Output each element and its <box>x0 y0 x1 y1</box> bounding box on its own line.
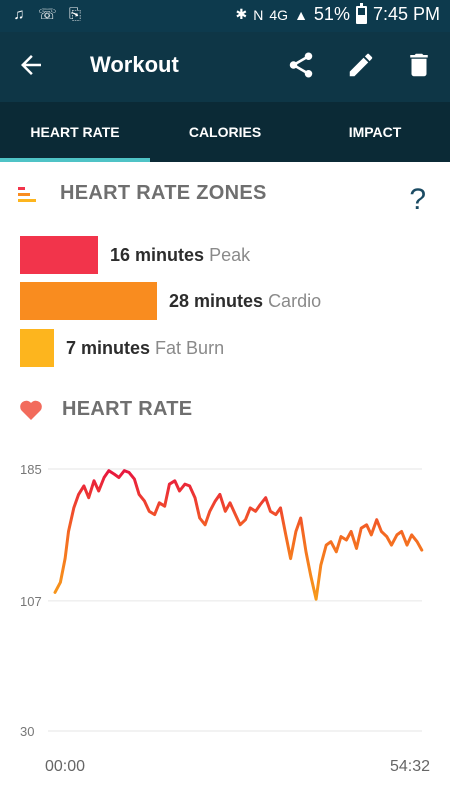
zone-cardio-value: 28 minutes <box>169 290 264 311</box>
help-icon[interactable]: ? <box>409 183 426 216</box>
zone-peak-bar <box>20 236 98 274</box>
heart-rate-header: HEART RATE <box>18 398 192 421</box>
tab-impact[interactable]: IMPACT <box>348 124 402 140</box>
page-title: Workout <box>90 52 179 77</box>
delete-icon[interactable] <box>404 50 434 80</box>
download-icon: ⎘ <box>68 6 81 23</box>
music-icon: ♫ <box>13 6 25 23</box>
heart-rate-series-line <box>53 469 424 601</box>
zone-fat-burn: 7 minutes Fat Burn <box>20 329 224 367</box>
tab-bar: HEART RATE CALORIES IMPACT <box>0 102 450 162</box>
4g-icon: 4G <box>269 6 289 23</box>
y-tick-label: 185 <box>20 462 42 477</box>
bluetooth-icon: ✱ <box>235 6 248 22</box>
battery-icon <box>355 2 367 24</box>
back-arrow-icon[interactable] <box>16 50 46 80</box>
heart-rate-title: HEART RATE <box>62 398 193 420</box>
zone-fat-burn-name: Fat Burn <box>155 337 225 358</box>
heart-rate-chart: 185 107 30 00:00 54:32 <box>20 462 430 775</box>
x-tick-label: 54:32 <box>390 758 430 775</box>
share-icon[interactable] <box>286 50 316 80</box>
tab-calories[interactable]: CALORIES <box>188 124 262 140</box>
zone-cardio: 28 minutes Cardio <box>20 282 321 320</box>
status-bar: ♫ ☏ ⎘ ✱ N 4G ▲ 51% 7:45 PM <box>0 0 450 32</box>
clock: 7:45 PM <box>372 4 440 24</box>
whatsapp-icon: ☏ <box>38 6 57 23</box>
app-bar: Workout <box>0 32 450 102</box>
tab-heart-rate[interactable]: HEART RATE <box>0 102 150 162</box>
zone-fat-burn-value: 7 minutes <box>66 337 151 358</box>
y-tick-label: 107 <box>20 594 42 609</box>
zone-peak-name: Peak <box>209 244 251 265</box>
zone-peak-value: 16 minutes <box>110 244 205 265</box>
y-tick-label: 30 <box>20 724 34 739</box>
zones-header: HEART RATE ZONES <box>18 182 267 205</box>
edit-icon[interactable] <box>346 50 376 80</box>
zone-fat-burn-bar <box>20 329 54 367</box>
nfc-icon: N <box>253 6 264 23</box>
zone-peak: 16 minutes Peak <box>20 236 250 274</box>
heart-icon <box>20 400 42 420</box>
zone-cardio-name: Cardio <box>268 290 322 311</box>
signal-icon: ▲ <box>294 6 308 23</box>
zones-icon <box>18 186 36 202</box>
battery-percent: 51% <box>313 4 350 24</box>
zones-title: HEART RATE ZONES <box>60 182 267 204</box>
x-tick-label: 00:00 <box>45 758 85 775</box>
zone-cardio-bar <box>20 282 157 320</box>
